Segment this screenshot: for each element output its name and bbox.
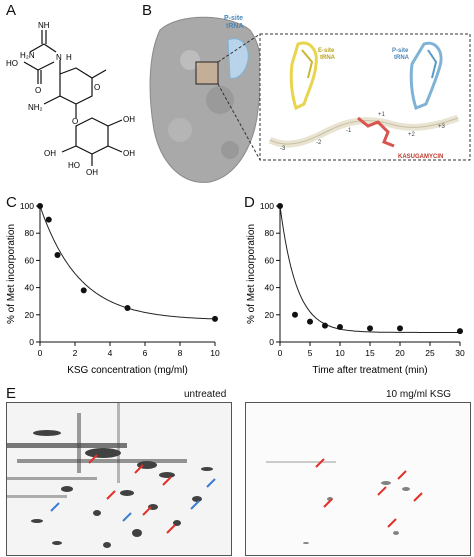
x-tick-label: 10 [335,348,345,358]
data-point [37,203,43,209]
data-point [45,216,52,223]
y-tick-label: 20 [25,310,35,320]
y-axis-label: % of Met incorporation [246,224,257,324]
psite-label-small: P-site tRNA [224,15,244,30]
x-tick-label: 2 [73,348,78,358]
atom-ho: HO [6,59,18,68]
psite-trna [409,41,443,110]
x-tick-label: 0 [38,348,43,358]
atom-ho2: HO [68,161,80,170]
atom-oh2: OH [123,149,135,158]
x-axis-label: KSG concentration (mg/ml) [67,365,188,376]
panel-label-d: D [244,194,255,211]
atom-o-acid: O [35,86,41,95]
esite-trna [289,41,318,111]
data-point [457,328,463,335]
data-point [277,203,283,209]
ribosome-surface [149,16,262,183]
fit-curve [39,205,215,320]
x-axis-label: Time after treatment (min) [312,365,427,376]
data-point [367,325,373,332]
atom-oh3: OH [86,168,98,177]
data-point [124,305,131,311]
x-tick-label: 6 [143,348,148,358]
x-tick-label: 5 [308,348,313,358]
data-point [322,322,328,329]
y-tick-label: 100 [260,201,274,211]
y-tick-label: 100 [20,201,34,211]
ksg-molecule [357,116,395,148]
gel-untreated-image [7,403,231,555]
y-tick-label: 0 [269,337,274,347]
kasugamycin-structure: NH H₂N HO O N H NH₂ O O OH OH OH OH HO [6,21,135,177]
zoom-box [195,61,219,85]
data-point [80,287,87,294]
gel-untreated-title: untreated [184,389,227,400]
y-tick-label: 0 [29,337,34,347]
psite-trna-small [227,38,249,79]
x-tick-label: 0 [278,348,283,358]
pos-minus2: -2 [316,140,322,146]
atom-nh: NH [38,21,50,30]
atom-nh2: NH₂ [28,103,43,112]
y-tick-label: 60 [25,255,35,265]
data-point [54,251,61,258]
data-point [307,318,313,325]
atom-h2n-top: H₂N [20,51,35,60]
y-tick-label: 40 [265,283,275,293]
ribosome-structure-panel: P-site tRNA E-site tRNA P-site tRNA KASUGAM… [149,15,471,183]
atom-o-ring: O [94,83,100,92]
fit-curve [279,205,460,333]
atom-oh4: OH [44,149,56,158]
atom-oh1: OH [123,115,135,124]
pos-plus3: +3 [438,124,446,130]
data-point [292,311,298,318]
gel-ksg-image [246,403,470,555]
data-point [337,324,343,331]
y-axis-label: % of Met incorporation [6,224,17,324]
atom-o-link: O [72,117,78,126]
pos-minus3: -3 [280,146,286,152]
atom-h: H [66,53,72,62]
x-tick-label: 8 [178,348,183,358]
y-tick-label: 80 [25,228,35,238]
pos-plus2: +2 [408,132,416,138]
y-tick-label: 20 [265,310,275,320]
data-point [212,315,218,322]
y-tick-label: 80 [265,228,275,238]
data-point [397,325,403,332]
x-tick-label: 20 [395,348,405,358]
x-tick-label: 25 [425,348,435,358]
gel-untreated [6,402,232,556]
pos-plus1: +1 [378,112,386,118]
panel-label-e: E [6,385,17,402]
esite-label: E-site tRNA [318,48,336,61]
chart-d: 0 5 10 15 20 25 30 0 20 40 60 80 100 Time after treat… [246,201,465,376]
y-tick-label: 40 [25,283,35,293]
ksg-label: KASUGAMYCIN [398,154,443,160]
gel-ksg [245,402,471,556]
x-tick-label: 4 [108,348,113,358]
x-tick-label: 10 [210,348,220,358]
pos-minus1: -1 [346,128,352,134]
psite-label: P-site tRNA [392,48,410,61]
x-tick-label: 30 [455,348,465,358]
panel-label-b: B [142,2,153,19]
panel-label-c: C [6,194,17,211]
panel-label-a: A [6,2,17,19]
y-tick-label: 60 [265,255,275,265]
x-tick-label: 15 [365,348,375,358]
gel-ksg-title: 10 mg/ml KSG [386,389,452,400]
atom-n: N [56,53,62,62]
